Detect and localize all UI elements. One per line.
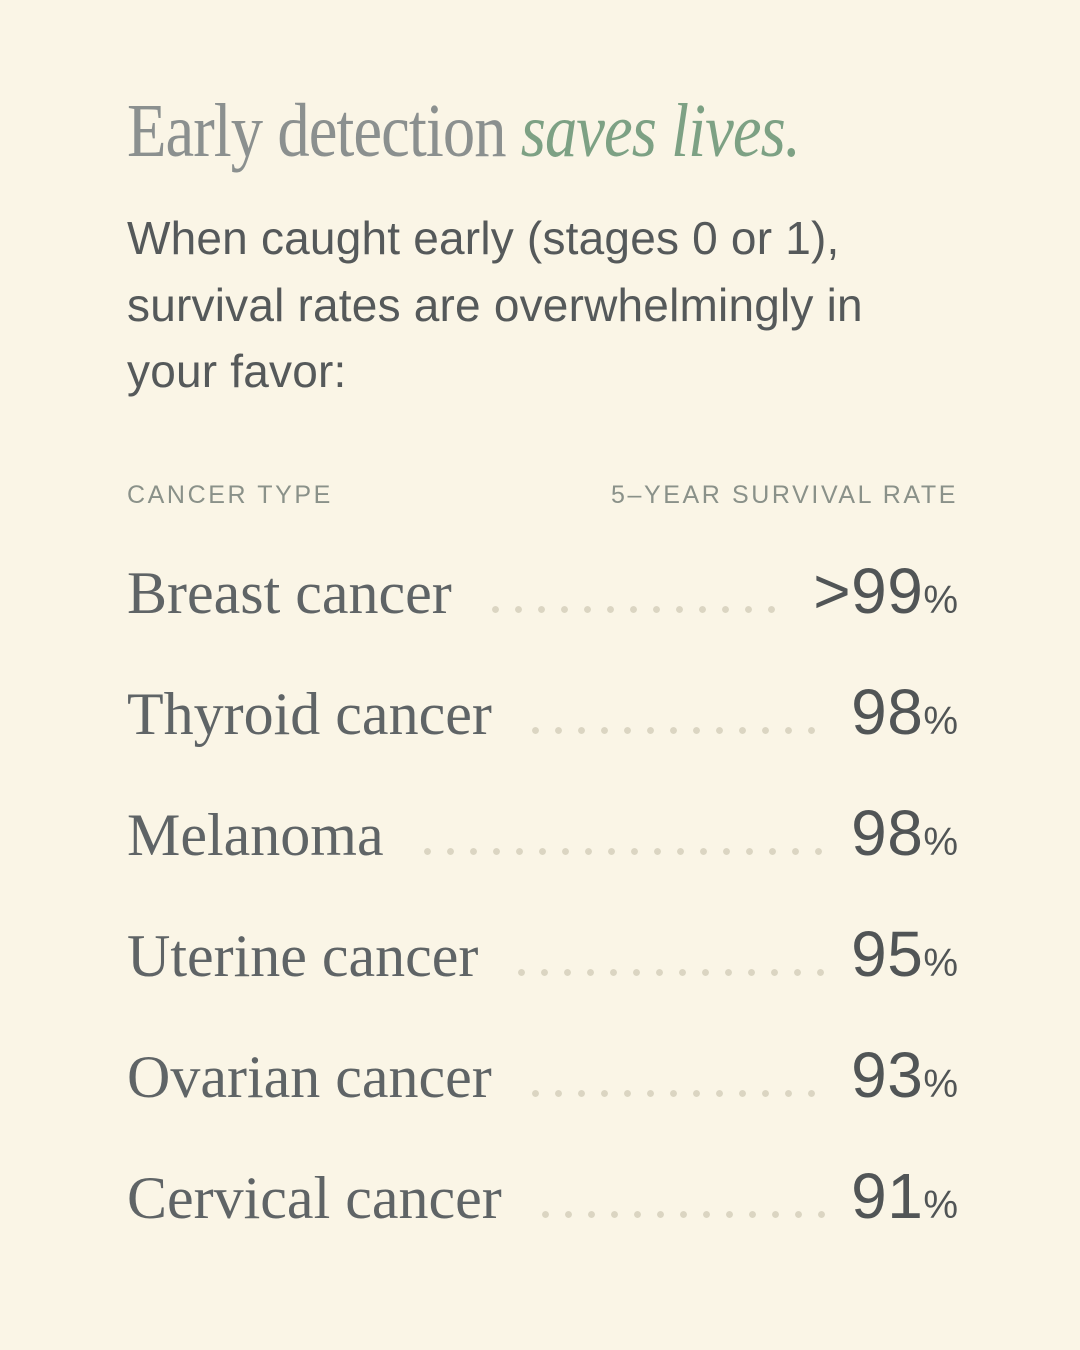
percent-sign: % — [923, 821, 958, 865]
survival-rate-value: 91% — [851, 1159, 958, 1233]
cancer-type-label: Breast cancer — [127, 560, 452, 627]
survival-rate-number: 95 — [851, 918, 924, 991]
dotted-leader — [541, 1211, 826, 1219]
table-header-row: CANCER TYPE 5–YEAR SURVIVAL RATE — [127, 481, 958, 510]
dotted-leader — [423, 848, 826, 856]
percent-sign: % — [923, 942, 958, 986]
table-row: Melanoma 98% — [127, 796, 958, 870]
percent-sign: % — [923, 700, 958, 744]
dotted-leader — [518, 969, 826, 977]
percent-sign: % — [923, 1063, 958, 1107]
survival-rate-value: 93% — [851, 1038, 958, 1112]
survival-rate-table: Breast cancer >99% Thyroid cancer 98% Me… — [127, 554, 958, 1233]
table-row: Uterine cancer 95% — [127, 917, 958, 991]
survival-rate-value: 98% — [851, 796, 958, 870]
table-row: Ovarian cancer 93% — [127, 1038, 958, 1112]
survival-rate-number: 93 — [851, 1039, 924, 1112]
title-regular-text: Early detection — [127, 87, 521, 173]
table-row: Cervical cancer 91% — [127, 1159, 958, 1233]
column-header-cancer-type: CANCER TYPE — [127, 481, 333, 510]
survival-rate-value: 95% — [851, 917, 958, 991]
dotted-leader — [531, 727, 826, 735]
dotted-leader — [491, 606, 788, 614]
cancer-type-label: Uterine cancer — [127, 923, 479, 990]
percent-sign: % — [923, 1184, 958, 1228]
survival-rate-number: 98 — [851, 797, 924, 870]
cancer-type-label: Cervical cancer — [127, 1165, 502, 1232]
column-header-survival-rate: 5–YEAR SURVIVAL RATE — [610, 481, 958, 510]
survival-rate-number: >99 — [813, 555, 924, 628]
survival-rate-number: 98 — [851, 676, 924, 749]
subtitle-text: When caught early (stages 0 or 1), survi… — [127, 212, 863, 398]
table-row: Breast cancer >99% — [127, 554, 958, 628]
cancer-type-label: Thyroid cancer — [127, 681, 492, 748]
dotted-leader — [531, 1090, 826, 1098]
cancer-type-label: Melanoma — [127, 802, 384, 869]
survival-rate-number: 91 — [851, 1160, 924, 1233]
percent-sign: % — [923, 579, 958, 623]
title-italic-text: saves lives. — [520, 87, 801, 173]
survival-rate-value: 98% — [851, 675, 958, 749]
page-title: Early detection saves lives. — [127, 87, 916, 175]
survival-rate-value: >99% — [813, 554, 958, 628]
cancer-type-label: Ovarian cancer — [127, 1044, 492, 1111]
table-row: Thyroid cancer 98% — [127, 675, 958, 749]
